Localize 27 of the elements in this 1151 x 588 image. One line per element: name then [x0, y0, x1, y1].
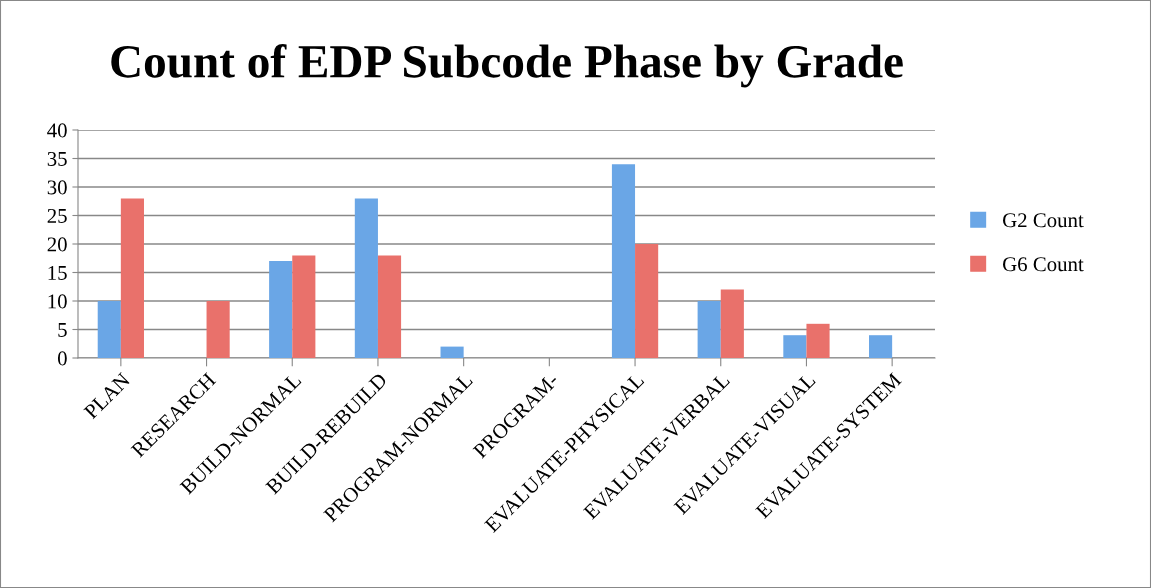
y-tick-label: 10 — [48, 294, 67, 309]
legend-label: G6 Count — [1003, 257, 1084, 272]
bar — [354, 198, 378, 358]
y-tick-label: 40 — [47, 123, 67, 138]
y-tick-label: 35 — [47, 151, 67, 166]
bar — [869, 335, 893, 358]
legend-label: G2 Count — [1003, 213, 1084, 228]
bar — [120, 198, 144, 358]
y-tick-label: 15 — [48, 265, 67, 280]
bar — [635, 244, 659, 358]
y-tick-label: 25 — [47, 208, 67, 223]
bar — [97, 301, 121, 358]
y-tick-label: 5 — [58, 323, 67, 337]
bar — [611, 164, 636, 358]
y-tick-label: 30 — [47, 180, 67, 195]
chart-title: Count of EDP Subcode Phase by Grade — [111, 43, 903, 88]
bar — [806, 323, 830, 358]
bar — [697, 301, 721, 358]
bar — [440, 346, 464, 358]
bar — [206, 301, 230, 358]
y-tick-label: 0 — [57, 351, 67, 366]
bar — [269, 261, 293, 358]
bar — [720, 289, 744, 358]
bar — [292, 255, 316, 358]
bar — [377, 255, 402, 358]
bar — [783, 335, 807, 358]
y-tick-label: 20 — [47, 237, 67, 252]
